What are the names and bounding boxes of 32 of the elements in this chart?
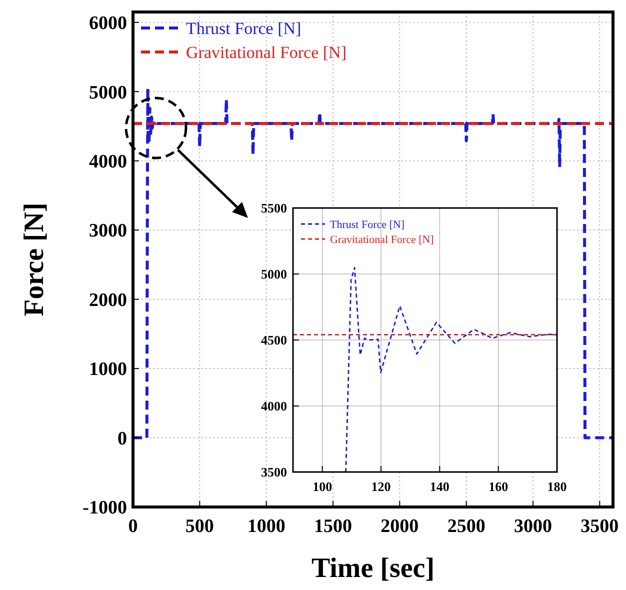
y-tick-label: 4500 xyxy=(261,332,287,348)
y-tick-label: 3000 xyxy=(89,220,127,242)
legend-label: Gravitational Force [N] xyxy=(330,234,434,246)
x-tick-label: 100 xyxy=(312,479,332,494)
y-tick-label: 3500 xyxy=(261,464,287,480)
x-tick-label: 140 xyxy=(430,479,450,494)
line-series xyxy=(345,266,557,472)
x-axis-title: Time [sec] xyxy=(311,553,435,584)
x-tick-label: 1500 xyxy=(314,516,352,537)
y-axis-title: Force [N] xyxy=(19,202,50,316)
y-tick-label: 5000 xyxy=(261,266,287,282)
y-tick-label: 0 xyxy=(118,428,127,450)
y-tick-label: -1000 xyxy=(82,498,127,519)
y-tick-label: 6000 xyxy=(89,13,127,34)
x-tick-label: 180 xyxy=(547,479,567,494)
y-tick-label: 2000 xyxy=(89,290,127,311)
legend-label: Thrust Force [N] xyxy=(330,218,405,231)
y-tick-label: 4000 xyxy=(89,151,127,172)
x-tick-label: 500 xyxy=(185,516,214,537)
x-tick-label: 3500 xyxy=(580,516,619,537)
line-series xyxy=(133,86,613,440)
x-tick-label: 2500 xyxy=(447,516,486,537)
x-tick-label: 3000 xyxy=(514,516,552,537)
x-tick-label: 120 xyxy=(371,479,391,494)
y-tick-label: 5000 xyxy=(89,82,127,104)
y-tick-label: 1000 xyxy=(89,359,127,380)
x-tick-label: 160 xyxy=(488,479,508,494)
legend-label: Gravitational Force [N] xyxy=(186,42,346,62)
x-tick-label: 2000 xyxy=(380,516,419,537)
legend-label: Thrust Force [N] xyxy=(186,18,302,38)
y-tick-label: 4000 xyxy=(261,398,287,414)
y-tick-label: 5500 xyxy=(261,200,287,216)
